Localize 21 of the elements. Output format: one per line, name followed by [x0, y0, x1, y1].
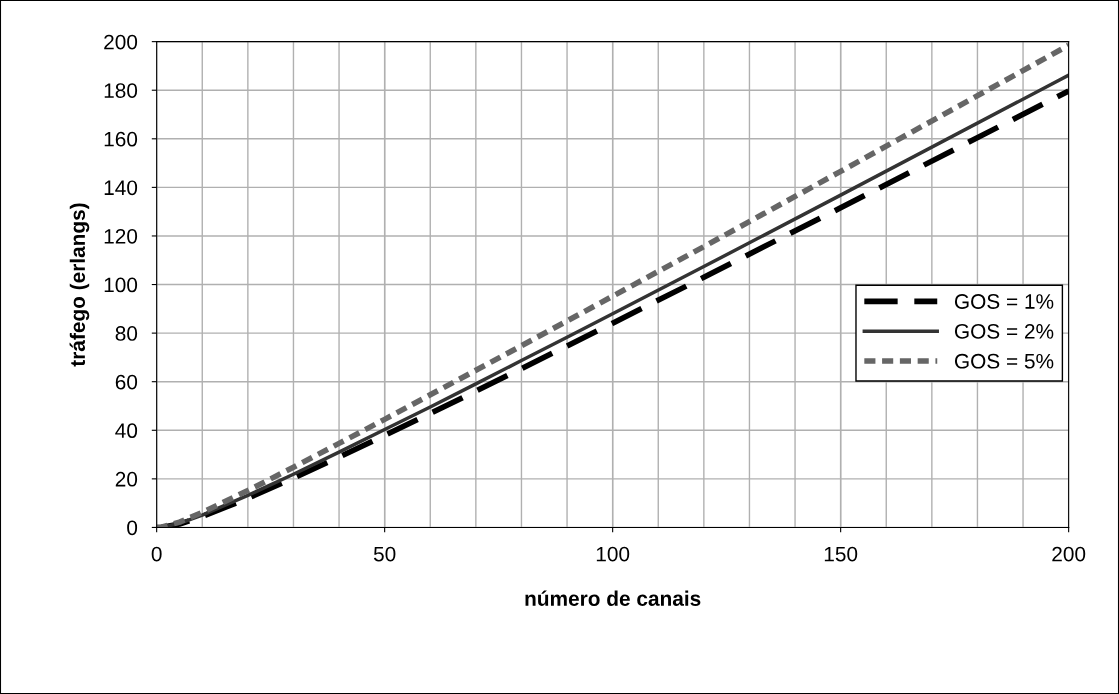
y-tick-label: 180 [104, 83, 138, 98]
y-tick-label: 20 [115, 471, 138, 487]
x-tick-label: 150 [824, 546, 858, 562]
y-tick-label: 60 [115, 374, 138, 390]
x-tick-label: 50 [373, 546, 396, 562]
y-tick-label: 80 [115, 326, 138, 341]
x-axis-title: número de canais [525, 590, 701, 606]
y-tick-label: 0 [127, 520, 138, 536]
x-tick-label: 0 [151, 546, 162, 562]
x-tick-label: 100 [596, 546, 630, 562]
y-tick-label: 200 [104, 34, 138, 50]
y-tick-label: 100 [104, 277, 138, 293]
legend-label: GOS = 2% [954, 323, 1054, 339]
y-tick-label: 120 [104, 228, 138, 244]
y-tick-label: 140 [104, 180, 138, 196]
x-tick-label: 200 [1052, 546, 1086, 562]
legend-label: GOS = 1% [954, 294, 1054, 309]
y-axis-title: tráfego (erlangs) [69, 203, 90, 367]
legend-label: GOS = 5% [954, 353, 1054, 369]
y-tick-label: 160 [104, 131, 138, 147]
y-tick-label: 40 [115, 423, 138, 439]
